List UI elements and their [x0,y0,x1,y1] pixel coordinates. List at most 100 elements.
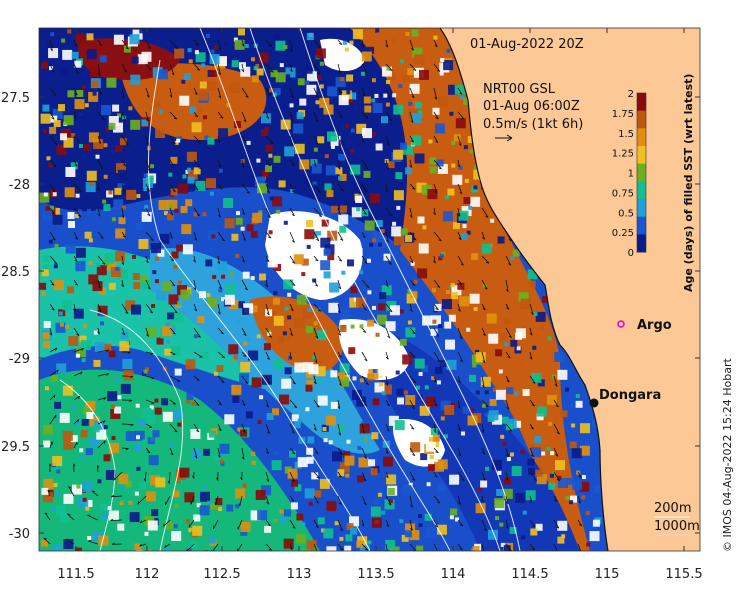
current-vector [169,303,178,314]
current-vector-head [47,489,51,493]
current-vector-head [458,237,462,241]
current-vector-head [505,477,509,481]
current-vector-head [459,524,463,527]
current-vector [457,159,460,167]
sst-pixel [349,297,360,308]
sst-pixel [428,464,435,472]
sst-pixel [291,479,298,487]
sst-pixel [516,346,521,351]
sst-pixel [471,253,479,261]
current-vector [265,327,273,338]
sst-pixel [233,37,238,42]
current-vector [193,351,203,358]
sst-pixel [319,478,330,489]
sst-pixel [340,205,347,213]
current-vector [121,447,129,449]
sst-pixel [370,506,381,517]
current-vector-head [125,448,129,451]
sst-pixel [97,305,108,316]
sst-pixel [579,445,590,456]
current-vector-head [506,454,509,458]
current-vector [193,135,201,144]
current-vector-head [52,190,56,193]
isobath-contours [59,28,521,551]
sst-pixel [380,229,385,233]
sst-pixel [74,60,82,68]
current-vector-head [121,262,124,266]
current-vector-head [361,139,365,143]
sst-pixel [356,297,366,308]
sst-pixel [73,308,84,319]
sst-pixel [67,29,72,34]
current-vector [529,375,536,384]
sst-pixel [257,510,268,521]
sst-pixel [191,401,196,406]
colorbar-tick-label: 1 [628,169,634,180]
current-vector-head [290,143,294,146]
sst-pixel [141,279,152,290]
sst-pixel [75,33,86,44]
sst-pixel [405,32,410,36]
sst-pixel [359,378,364,383]
current-vector-head [52,238,56,241]
current-vector-head [289,69,293,72]
sst-pixel [259,395,264,400]
sst-pixel [407,320,412,325]
current-vector [409,471,416,481]
sst-pixel [491,459,502,470]
sst-pixel [422,225,427,230]
sst-pixel [270,70,278,78]
current-vector [49,135,58,145]
sst-pixel [136,550,144,551]
current-vector-head [198,167,202,170]
sst-pixel [440,58,445,62]
current-vector [505,375,510,383]
sst-pixel [515,328,526,339]
sst-pixel [338,153,346,161]
sst-pixel [235,253,240,258]
sst-pixel [350,324,355,329]
current-vector [241,303,245,315]
isobath-line-6 [299,28,521,551]
sst-pixel [108,510,119,521]
sst-pixel [371,432,379,440]
current-vector [241,111,247,122]
current-vector-head [186,548,188,551]
current-vector [481,351,486,363]
sst-pixel [67,90,75,98]
sst-pixel [326,501,337,512]
sst-pixel [318,359,323,364]
sst-pixel [105,470,116,480]
current-vector [73,279,79,286]
current-vector-head [410,140,414,143]
sst-pixel [136,194,141,198]
sst-pixel [187,167,192,172]
sst-pixel [117,395,122,400]
sst-pixel [462,406,470,414]
current-vector-head [291,190,296,193]
sst-pixel [393,190,404,201]
sst-pixel [368,459,376,467]
sst-pixel [531,372,542,383]
sst-pixel [488,410,499,421]
sst-pixel [52,108,63,119]
current-vector [97,373,109,377]
sst-pixel [183,73,191,80]
sst-pixel [150,475,161,486]
sst-pixel [88,91,99,102]
sst-pixel [434,303,442,311]
sst-pixel [284,509,291,517]
sst-pixel [585,510,590,515]
sst-pixel [445,339,455,350]
sst-pixel [152,270,157,275]
current-vector [217,63,221,75]
current-vector-head [386,524,390,527]
sst-pixel [424,385,429,390]
current-vector [193,447,198,459]
current-vector [73,39,78,47]
current-vector-head [554,384,558,387]
sst-pixel [283,220,288,225]
sst-pixel [297,457,308,468]
sst-pixel [420,453,428,461]
sst-pixel [202,212,207,217]
